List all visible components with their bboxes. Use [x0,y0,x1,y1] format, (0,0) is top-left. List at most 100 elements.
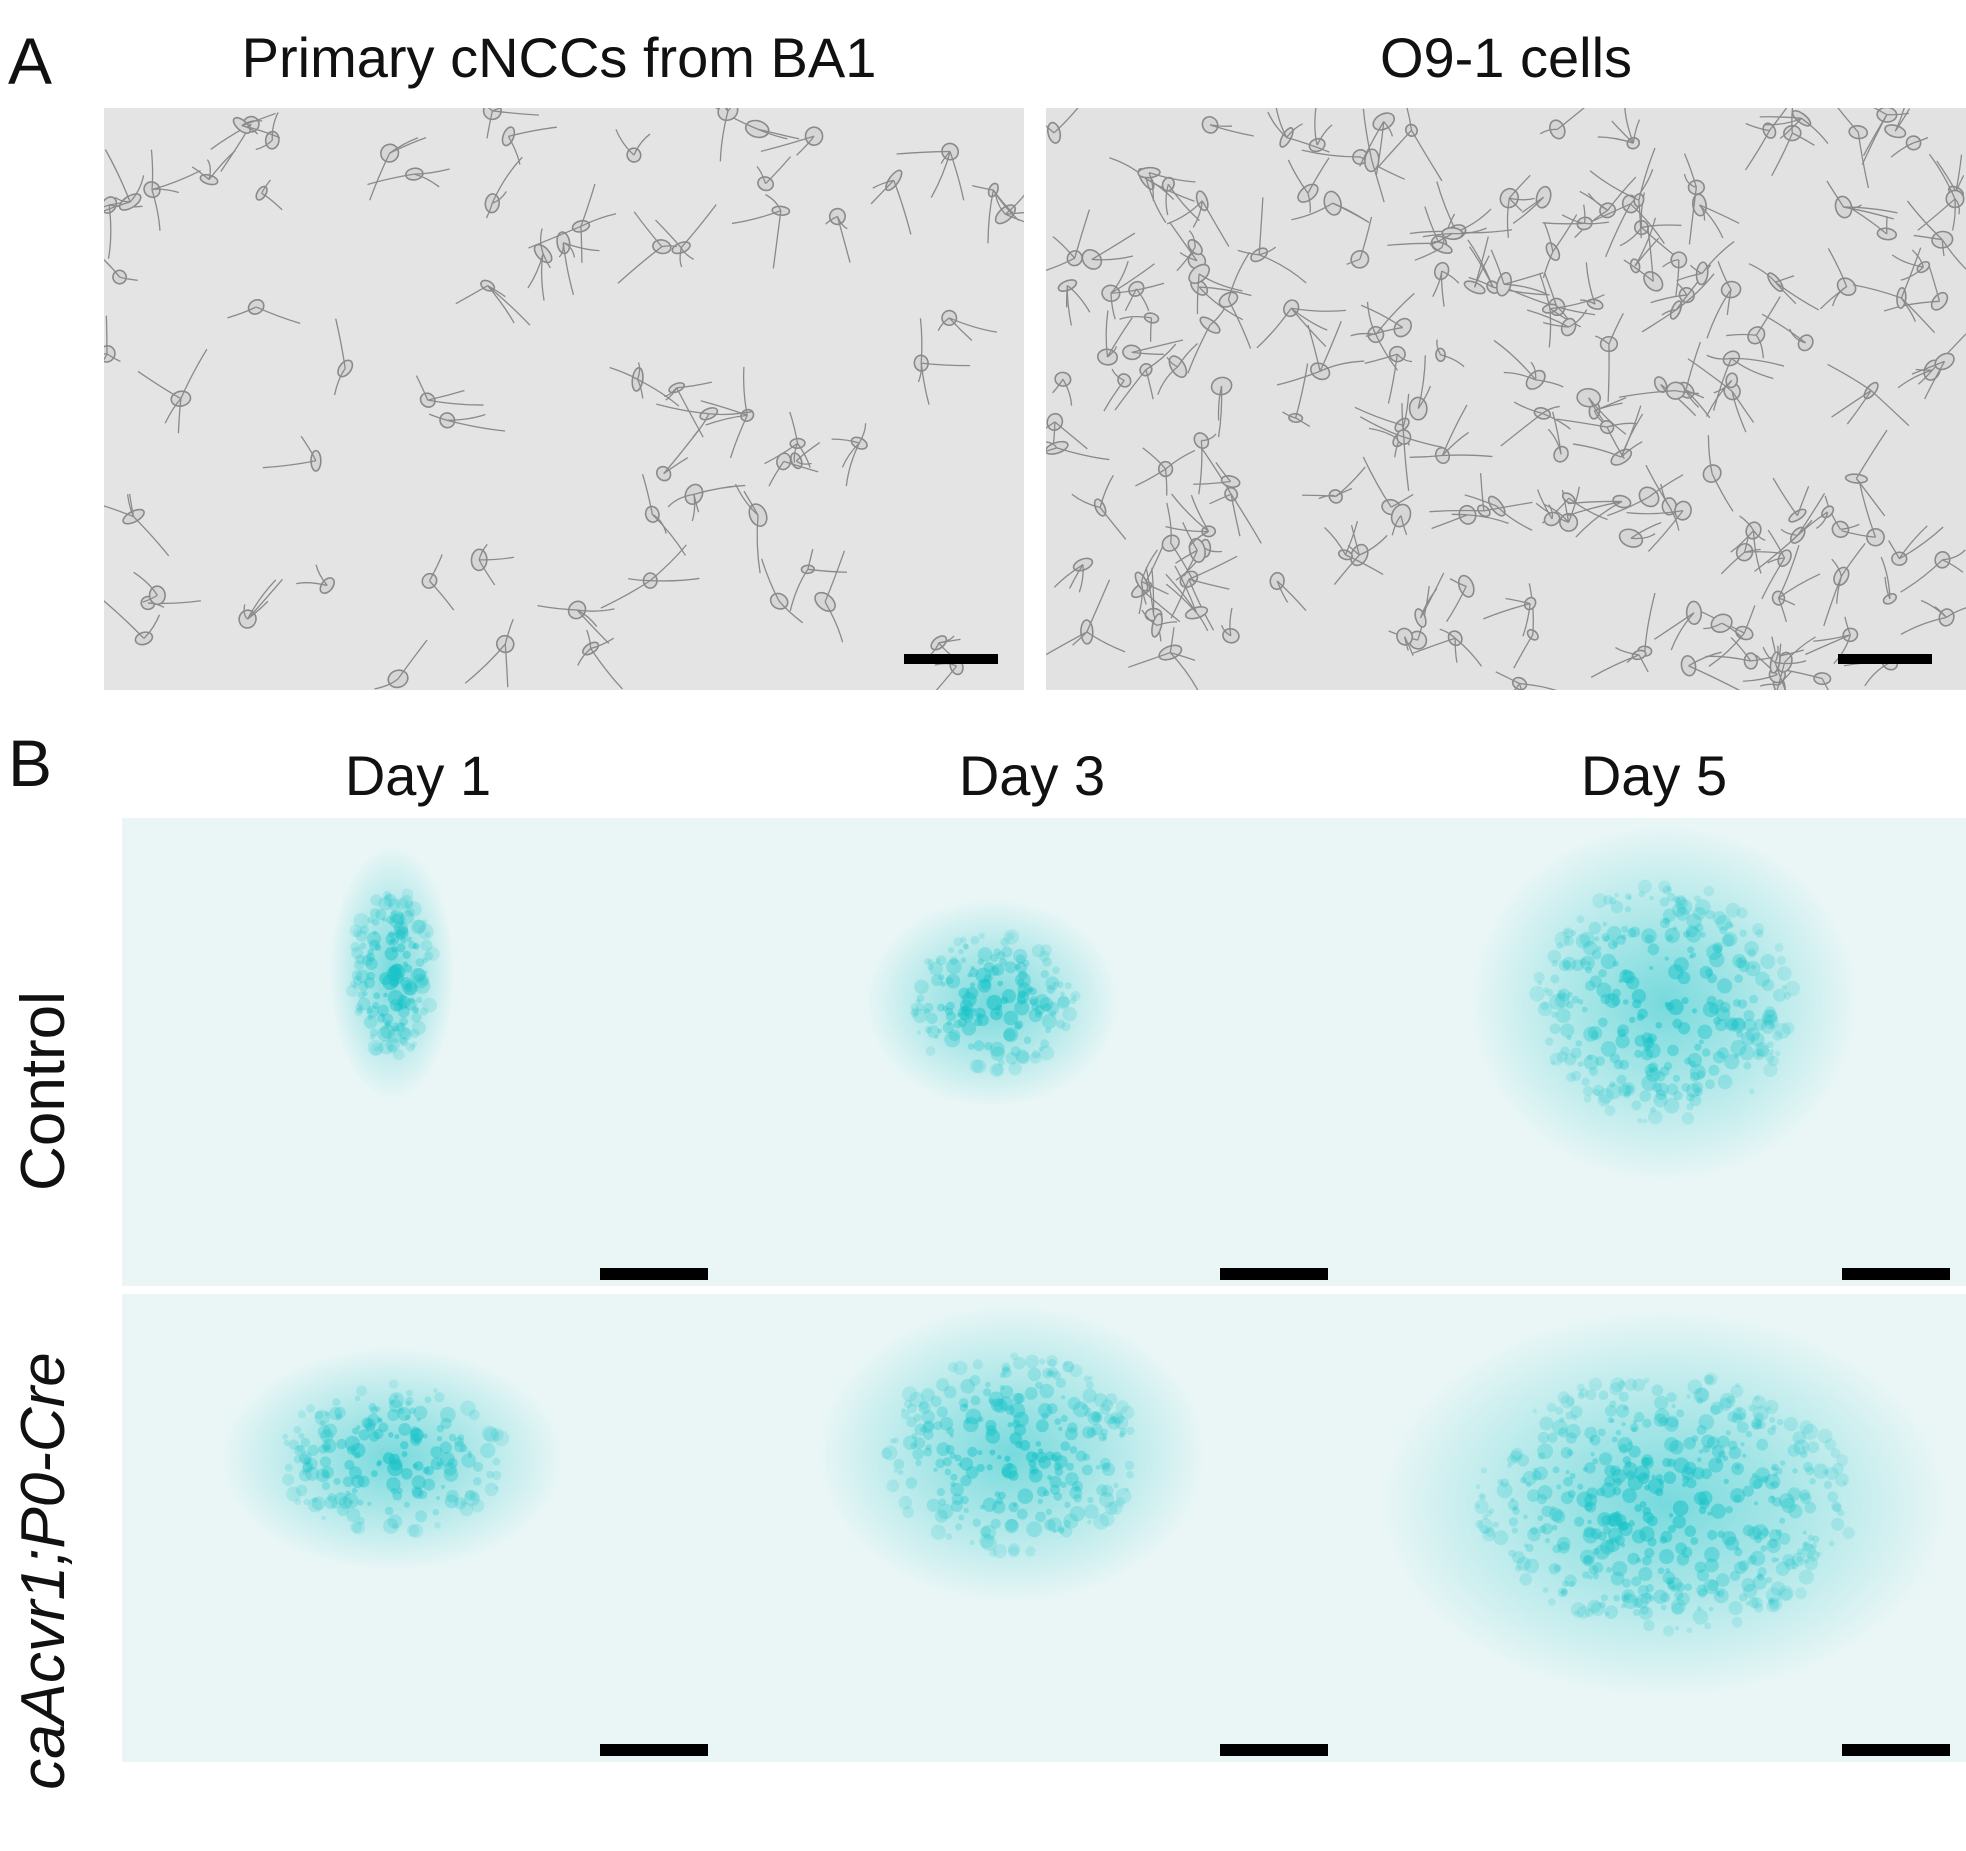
cell-shape [104,315,121,363]
stain-pattern [122,1294,722,1762]
cell-shape [1053,557,1094,593]
cell-shape [1346,216,1373,269]
cell-shape [600,544,700,609]
cell-shape [1597,108,1641,150]
cell-shape [1567,494,1632,538]
cell-shape [527,228,553,301]
cell-shape [1161,176,1200,222]
cell-shape [667,483,746,522]
cell-shape [1619,192,1682,259]
cell-shape [1256,299,1347,349]
cell-shape [1046,209,1090,271]
scale-bar [600,1268,708,1280]
cell-shape [1135,447,1196,496]
cell-shape [609,362,680,407]
cell-shape [1166,190,1230,247]
cell-shape [663,381,713,438]
cell-shape [1880,556,1898,605]
cell-shape [577,629,623,690]
cell-shape [1702,435,1734,512]
cell-shape [1662,251,1688,296]
cell-shape [1201,115,1254,137]
control-day-3-image [722,818,1344,1286]
cell-shape [1377,108,1443,182]
cell-shape [1676,240,1735,286]
cell-shape [262,435,322,472]
cell-shape [1890,135,1929,158]
cell-shape [1580,262,1604,310]
cell-shape [1542,204,1610,231]
cell-shape [143,149,201,231]
cell-shape [1276,320,1365,386]
cell-shape [1362,108,1385,203]
cell-shape [1188,263,1243,315]
cell-shape [1537,489,1561,527]
cell-shape [1526,309,1588,337]
stain-pattern [122,818,722,1286]
cell-shape [255,112,280,151]
cell-shape [1463,236,1490,295]
cell-shape [1071,475,1127,540]
cell-shape [1844,429,1888,517]
scale-bar [1220,1744,1328,1756]
cell-shape [1360,304,1412,338]
cell-shape [1396,627,1414,656]
cell-shape [1692,193,1740,239]
cell-shape [556,231,600,295]
cell-shape [1703,613,1743,638]
cell-shape [1730,515,1766,574]
cell-shape [1046,108,1079,144]
cell-shape [1683,153,1706,245]
cell-shape [814,550,846,643]
cell-shape [1422,226,1487,246]
cell-shape [1706,261,1742,339]
cell-shape [227,299,301,325]
cell-shape [929,635,961,663]
cell-shape [1390,503,1412,536]
day-3-title: Day 3 [958,744,1106,807]
cell-shape [1805,616,1859,665]
cell-shape [1897,333,1966,389]
cell-shape [1499,174,1535,238]
cell-shape [1762,645,1807,690]
cell-shape [731,194,791,269]
cell-shape [104,149,145,212]
cell-shape [1359,112,1396,176]
cell-shape [972,182,1020,244]
stain-pattern [1344,818,1966,1286]
cell-shape [1861,108,1910,165]
cell-shape [482,108,539,139]
cell-shape [641,473,687,556]
cell-shape [1464,494,1533,531]
row-label-control: Control [9,991,78,1191]
cell-shape [191,150,236,186]
cell-shape [1193,432,1217,495]
cell-shape [455,279,531,326]
cell-shape [1324,520,1384,576]
cell-shape [768,452,819,487]
cell-shape [1200,447,1262,544]
cell-shape [1500,401,1571,447]
cell-shape [1513,583,1539,669]
cell-shape [1590,647,1649,679]
cell-shape [1680,651,1741,690]
cell-shape [1046,579,1126,656]
mutant-day-5-image [1344,1294,1966,1762]
cell-shape [1761,313,1814,352]
cell-shape [1269,571,1307,612]
cell-shape [1572,405,1644,466]
cell-shape [1589,147,1656,239]
cell-shape [1308,108,1333,153]
panel-b-letter: B [8,726,53,800]
cell-shape [1161,502,1195,583]
cell-shape [1771,545,1821,623]
cell-shape [104,493,170,557]
cell-shape [1773,667,1832,690]
cell-shape [1827,363,1910,427]
cell-shape [1081,232,1136,270]
cell-shape [1917,153,1965,231]
cell-shape [415,375,484,408]
cell-shape [1618,522,1662,548]
cell-shape [1412,628,1483,667]
cell-shape [1607,474,1684,517]
